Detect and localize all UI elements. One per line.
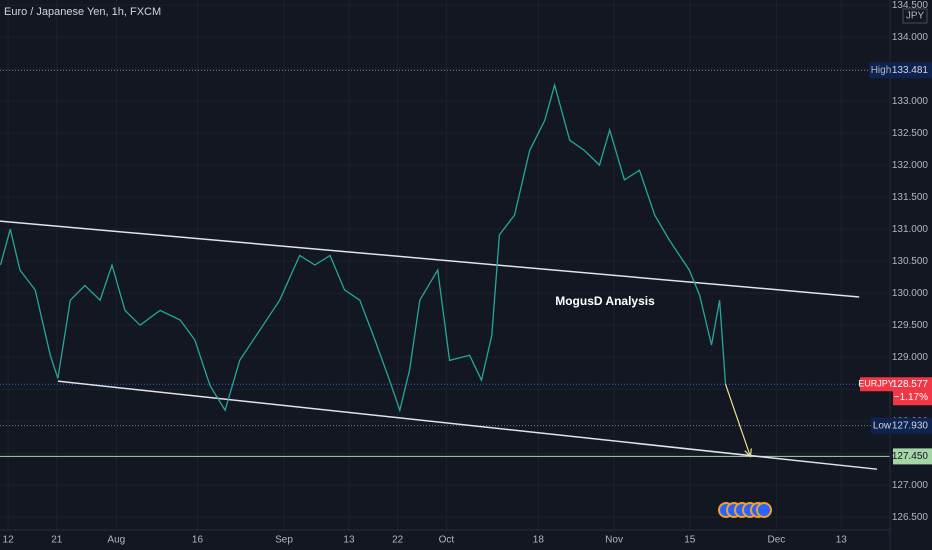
high-value: 133.481 xyxy=(892,65,929,76)
x-tick-label: Oct xyxy=(439,535,455,546)
x-tick-label: 18 xyxy=(533,535,545,546)
x-tick-label: Nov xyxy=(605,535,623,546)
low-value-badge xyxy=(893,417,932,434)
high-name: High xyxy=(871,65,892,76)
chart-title: Euro / Japanese Yen, 1h, FXCM xyxy=(4,6,161,18)
x-tick-label: 22 xyxy=(392,535,404,546)
y-tick-label: 134.500 xyxy=(892,0,929,11)
y-tick-label: 130.000 xyxy=(892,288,929,299)
event-icons xyxy=(718,502,772,518)
y-tick-label: 132.500 xyxy=(892,128,929,139)
currency-box xyxy=(902,8,928,24)
target-badge xyxy=(893,448,932,465)
y-tick-label: 131.500 xyxy=(892,192,929,203)
x-tick-label: 15 xyxy=(684,535,696,546)
y-tick-label: 133.000 xyxy=(892,96,929,107)
currency: JPY xyxy=(906,11,925,22)
x-tick-label: Aug xyxy=(107,535,125,546)
high-badge xyxy=(869,62,893,79)
x-tick-label: 21 xyxy=(51,535,63,546)
grid xyxy=(0,0,890,530)
y-tick-label: 132.000 xyxy=(892,160,929,171)
last-change: −1.17% xyxy=(894,392,928,403)
y-tick-label: 129.500 xyxy=(892,320,929,331)
last-value: 128.577 xyxy=(892,379,929,390)
x-tick-label: 13 xyxy=(836,535,848,546)
price-line xyxy=(0,82,727,413)
x-tick-label: 13 xyxy=(343,535,355,546)
x-tick-label: Sep xyxy=(275,535,293,546)
x-tick-label: 16 xyxy=(192,535,204,546)
arrow-head xyxy=(744,448,752,458)
arrow xyxy=(724,384,751,457)
y-tick-label: 127.000 xyxy=(892,480,929,491)
x-tick-label: Dec xyxy=(767,535,785,546)
y-tick-label: 131.000 xyxy=(892,224,929,235)
low-badge xyxy=(871,417,893,434)
low-name: Low xyxy=(873,420,892,431)
x-tick-label: 12 xyxy=(3,535,15,546)
y-tick-label: 126.500 xyxy=(892,512,929,523)
target-value: 127.450 xyxy=(892,451,929,462)
y-tick-label: 134.000 xyxy=(892,32,929,43)
trendline xyxy=(0,220,860,298)
low-value: 127.930 xyxy=(892,420,929,431)
annotation: MogusD Analysis xyxy=(555,294,655,308)
plot xyxy=(0,69,890,470)
last-name: EURJPY xyxy=(858,379,894,389)
trendline xyxy=(57,380,878,470)
high-value-badge xyxy=(893,62,932,79)
y-tick-label: 130.500 xyxy=(892,256,929,267)
y-tick-label: 129.000 xyxy=(892,352,929,363)
last-value-badge xyxy=(893,377,932,406)
last-name-badge xyxy=(860,377,893,392)
axis: 126.500127.000127.500128.000128.500129.0… xyxy=(3,0,932,546)
